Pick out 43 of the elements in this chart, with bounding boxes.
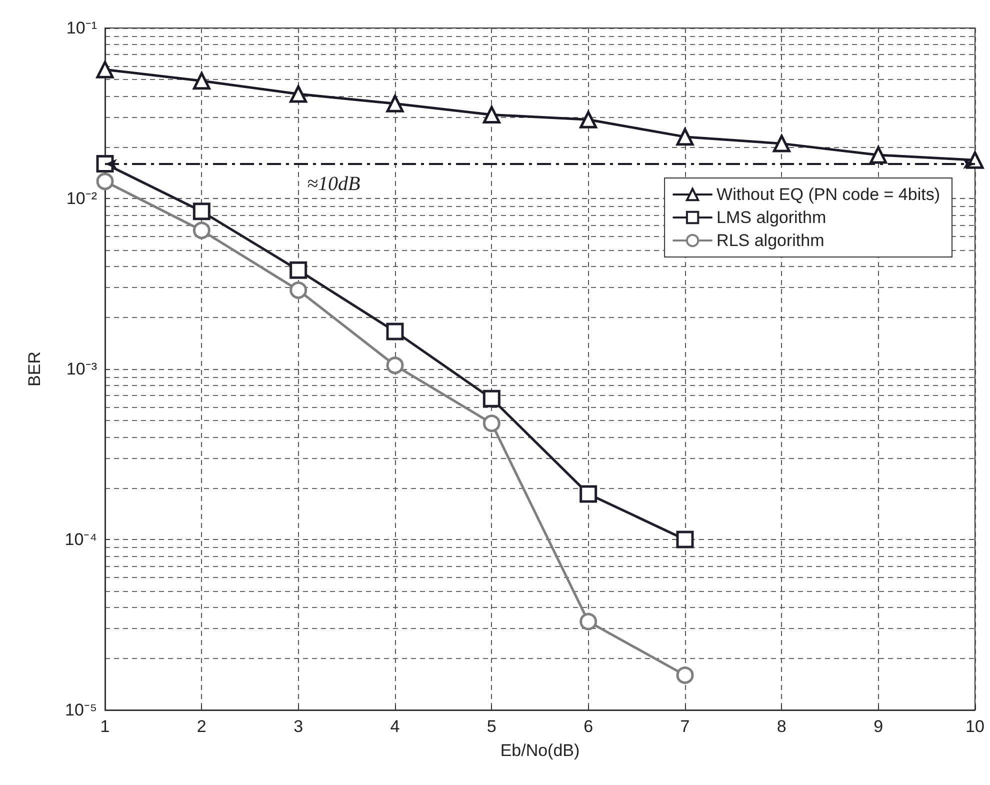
x-tick-label: 5 xyxy=(486,717,496,736)
y-tick-label: 10⁻⁴ xyxy=(64,530,97,549)
point xyxy=(580,110,598,128)
x-tick-label: 8 xyxy=(776,717,786,736)
point xyxy=(772,134,790,152)
x-tick-label: 4 xyxy=(390,717,400,736)
point xyxy=(192,222,210,240)
point xyxy=(580,485,598,503)
y-tick-label: 10⁻³ xyxy=(66,360,98,378)
point xyxy=(386,356,404,374)
point xyxy=(96,172,114,190)
x-tick-label: 2 xyxy=(196,717,206,736)
y-tick-label: 10⁻² xyxy=(66,189,98,208)
x-tick-label: 7 xyxy=(680,717,690,736)
legend-label: LMS algorithm xyxy=(716,208,826,227)
point xyxy=(192,72,210,90)
point xyxy=(192,202,210,220)
legend-label: RLS algorithm xyxy=(716,231,824,250)
x-tick-label: 1 xyxy=(100,717,110,736)
y-tick-label: 10⁻⁵ xyxy=(65,700,97,720)
point xyxy=(676,530,694,548)
point xyxy=(676,128,694,146)
point xyxy=(482,106,500,124)
point xyxy=(482,414,500,432)
point xyxy=(290,85,308,103)
point xyxy=(386,322,404,340)
point xyxy=(482,390,500,408)
y-axis-title: BER xyxy=(25,352,44,386)
point xyxy=(386,94,404,112)
annotation: ≈10dB xyxy=(307,173,360,195)
x-tick-label: 10 xyxy=(966,717,984,736)
x-tick-label: 6 xyxy=(584,717,594,736)
x-axis-title: Eb/No(dB) xyxy=(500,741,580,760)
y-tick-label: 10⁻¹ xyxy=(66,18,98,38)
point xyxy=(290,281,308,299)
x-tick-label: 9 xyxy=(874,717,884,736)
point xyxy=(870,146,888,164)
point xyxy=(580,612,598,630)
point xyxy=(96,60,114,78)
legend-label: Without EQ (PN code = 4bits) xyxy=(716,185,940,204)
point xyxy=(290,261,308,279)
x-tick-label: 3 xyxy=(294,717,304,736)
point xyxy=(676,666,694,684)
